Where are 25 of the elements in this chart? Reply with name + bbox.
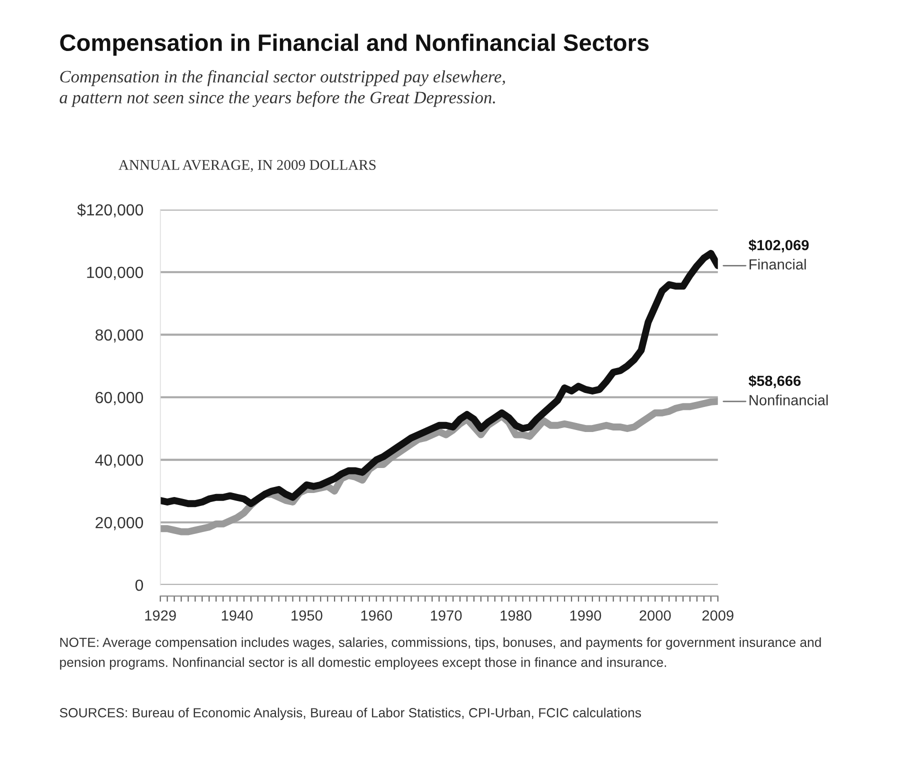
x-tick-label: 1970 xyxy=(430,610,462,621)
text: Financial xyxy=(750,258,806,270)
chart-title: Compensation in Financial and Nonfinancial Sectors xyxy=(60,34,649,56)
x-tick-label: 1960 xyxy=(361,610,392,621)
data-label: $58,666 xyxy=(748,375,801,388)
y-tick-label: 0 xyxy=(135,580,144,591)
y-tick-label: 60,000 xyxy=(96,392,144,406)
chart-subtitle: Compensation in the financial sector outstripped pay elsewhere, a pattern not seen since the years before the Great Depression. xyxy=(60,70,505,107)
y-tick-label: 20,000 xyxy=(96,517,144,530)
y-tick-label: 100,000 xyxy=(87,266,144,280)
text: Nonfinancial xyxy=(750,394,828,406)
text: NOTE: Average compensation includes wages, salaries, commissions, tips, bonuses, and payments for government insurance and pension programs. Nonfinancial sector is all domestic employees except those in finance and insurance. xyxy=(60,637,821,670)
y-tick-label: 40,000 xyxy=(95,454,144,468)
x-tick-label: 2009 xyxy=(702,610,734,621)
y-axis-title: ANNUAL AVERAGE, IN 2009 DOLLARS xyxy=(118,160,376,172)
x-tick-label: 1950 xyxy=(292,610,322,621)
source-note: SOURCES: Bureau of Economic Analysis, Bureau of Labor Statistics, CPI-Urban, FCIC calculations xyxy=(60,708,642,720)
x-tick-label: 1929 xyxy=(145,610,176,621)
data-label: $102,069 xyxy=(748,239,809,252)
x-tick-label: 2000 xyxy=(640,610,671,621)
x-tick-label: 1940 xyxy=(222,610,253,621)
x-tick-label: 1990 xyxy=(570,610,602,621)
y-tick-label: 80,000 xyxy=(96,329,144,343)
x-tick-label: 1980 xyxy=(500,610,532,621)
y-tick-label: $120,000 xyxy=(77,204,144,218)
